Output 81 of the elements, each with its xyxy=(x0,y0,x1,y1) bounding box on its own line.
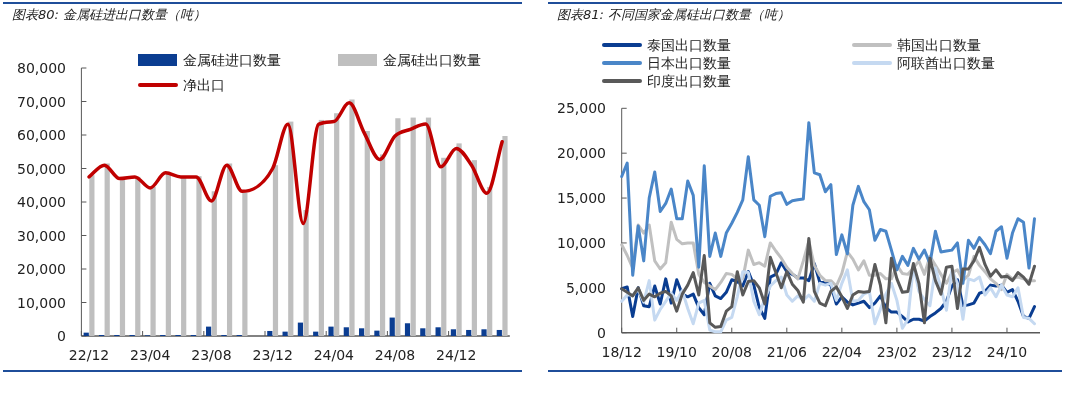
bar xyxy=(450,329,457,336)
legend-label: 净出口 xyxy=(183,77,225,93)
bar xyxy=(104,163,110,336)
bar xyxy=(359,328,365,336)
bar xyxy=(267,330,273,336)
bar xyxy=(410,117,416,336)
bar xyxy=(226,163,233,336)
y-tick-label: 80,000 xyxy=(17,60,66,76)
line-series xyxy=(87,101,504,226)
legend-label: 日本出口数量 xyxy=(647,55,731,71)
bar xyxy=(466,329,472,336)
y-tick-label: 5,000 xyxy=(565,279,606,296)
y-tick-label: 10,000 xyxy=(17,294,66,311)
legend-label: 印度出口数量 xyxy=(647,73,731,89)
bar xyxy=(89,175,95,336)
bar xyxy=(379,154,386,336)
y-tick-label: 60,000 xyxy=(17,127,66,143)
legend-label: 阿联酋出口数量 xyxy=(897,55,995,71)
x-tick-label: 22/12 xyxy=(68,347,110,363)
bar xyxy=(206,326,212,336)
legend-label: 韩国出口数量 xyxy=(897,37,981,53)
bar xyxy=(395,118,401,336)
x-tick-label: 23/08 xyxy=(191,347,232,363)
bar xyxy=(487,186,493,336)
bar xyxy=(481,329,487,336)
bar xyxy=(471,160,477,336)
x-tick-label: 24/10 xyxy=(986,343,1028,360)
y-tick-label: 10,000 xyxy=(557,234,606,251)
bar xyxy=(425,117,432,336)
x-tick-label: 19/10 xyxy=(656,343,697,360)
bar xyxy=(272,165,279,336)
legend-label: 金属硅出口数量 xyxy=(383,52,481,68)
y-tick-label: 25,000 xyxy=(557,100,606,117)
bar xyxy=(181,176,187,336)
bar xyxy=(496,329,502,336)
line-series xyxy=(620,121,1036,285)
x-tick-label: 23/12 xyxy=(931,343,973,360)
bar xyxy=(318,119,324,336)
chart-title: 图表81: 不同国家金属硅出口数量（吨） xyxy=(557,7,791,22)
y-tick-label: 30,000 xyxy=(17,227,66,244)
bar xyxy=(404,323,411,336)
y-tick-label: 0 xyxy=(597,324,606,341)
bar xyxy=(349,99,355,336)
x-tick-label: 20/08 xyxy=(711,343,752,360)
legend-label: 金属硅进口数量 xyxy=(183,52,281,68)
bar xyxy=(334,113,340,336)
bar xyxy=(435,327,441,336)
x-tick-label: 18/12 xyxy=(601,343,642,360)
chart-title: 图表80: 金属硅进出口数量（吨） xyxy=(12,7,207,22)
x-tick-label: 24/04 xyxy=(313,347,355,363)
bar xyxy=(374,330,380,336)
bar xyxy=(389,317,395,336)
y-tick-label: 50,000 xyxy=(17,160,66,177)
bar xyxy=(420,328,426,336)
y-tick-label: 20,000 xyxy=(17,261,66,277)
bar xyxy=(135,176,141,336)
y-tick-label: 15,000 xyxy=(557,190,606,207)
bar xyxy=(211,191,217,336)
bar xyxy=(343,327,349,336)
bar xyxy=(242,192,248,336)
legend-label: 泰国出口数量 xyxy=(647,37,731,53)
bar xyxy=(502,136,508,336)
bar xyxy=(364,130,370,336)
y-tick-label: 20,000 xyxy=(557,145,606,162)
y-tick-label: 40,000 xyxy=(17,194,66,210)
x-tick-label: 21/06 xyxy=(766,343,808,360)
bar xyxy=(456,143,462,336)
x-tick-label: 23/02 xyxy=(876,343,918,360)
x-tick-label: 23/12 xyxy=(252,347,293,363)
x-tick-label: 23/04 xyxy=(130,347,171,363)
bar xyxy=(196,176,202,336)
x-tick-label: 22/04 xyxy=(821,343,863,360)
bar xyxy=(441,157,447,336)
bar xyxy=(328,326,334,336)
y-tick-label: 70,000 xyxy=(17,93,66,110)
bar xyxy=(297,322,304,336)
x-tick-label: 24/08 xyxy=(374,347,416,363)
y-tick-label: 0 xyxy=(57,328,66,344)
bar xyxy=(150,186,156,336)
bar xyxy=(303,210,309,336)
x-tick-label: 24/12 xyxy=(436,347,477,363)
